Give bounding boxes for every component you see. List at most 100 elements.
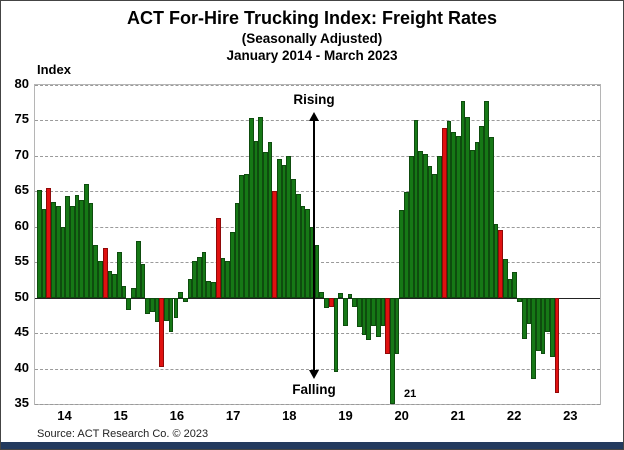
bar-2021-08 bbox=[465, 116, 471, 298]
gridline-60 bbox=[35, 226, 600, 228]
gridline-65 bbox=[35, 191, 600, 193]
bar-2017-04 bbox=[220, 257, 226, 298]
bar-2014-05 bbox=[55, 205, 61, 298]
bar-2022-06 bbox=[512, 272, 518, 298]
bar-2016-12 bbox=[201, 252, 207, 298]
bar-2014-11 bbox=[84, 184, 89, 298]
bar-2019-04 bbox=[333, 297, 339, 373]
x-tick-18: 18 bbox=[282, 408, 297, 423]
bar-2016-07 bbox=[178, 291, 183, 298]
bar-2019-08 bbox=[352, 297, 358, 307]
bar-2015-11 bbox=[140, 264, 146, 298]
bar-2019-11 bbox=[366, 297, 372, 341]
bar-2015-10 bbox=[135, 240, 141, 298]
source-credit: Source: ACT Research Co. © 2023 bbox=[37, 428, 209, 440]
bar-2017-12 bbox=[258, 116, 263, 298]
bar-2020-10 bbox=[418, 150, 423, 298]
bar-2022-04 bbox=[502, 258, 508, 298]
bar-2018-05 bbox=[281, 165, 287, 298]
bar-2022-09 bbox=[526, 297, 532, 324]
bar-2017-03 bbox=[215, 217, 221, 298]
bar-2020-12 bbox=[427, 165, 433, 298]
bar-2016-11 bbox=[197, 256, 202, 298]
bar-2020-04 bbox=[390, 297, 395, 404]
bar-2014-04 bbox=[51, 201, 56, 298]
arrow-down-icon bbox=[309, 370, 319, 379]
bar-2016-02 bbox=[154, 297, 160, 323]
y-tick-60: 60 bbox=[14, 217, 29, 233]
bar-2018-12 bbox=[314, 244, 320, 298]
bar-2021-10 bbox=[474, 142, 480, 298]
bar-2016-10 bbox=[192, 260, 198, 298]
bar-2020-08 bbox=[408, 155, 414, 298]
bar-2018-08 bbox=[295, 194, 301, 298]
x-tick-16: 16 bbox=[169, 408, 185, 423]
x-tick-14: 14 bbox=[57, 408, 72, 423]
bar-2015-08 bbox=[126, 297, 132, 310]
bar-2015-02 bbox=[98, 260, 103, 298]
bar-2018-09 bbox=[300, 205, 306, 298]
bar-2021-05 bbox=[451, 131, 456, 298]
bar-2021-12 bbox=[484, 100, 489, 298]
bar-2018-07 bbox=[291, 178, 296, 298]
bar-2021-07 bbox=[460, 101, 466, 298]
y-tick-70: 70 bbox=[14, 146, 29, 162]
bar-2020-05 bbox=[394, 297, 400, 354]
bar-2022-01 bbox=[488, 137, 494, 298]
footer-accent-bar bbox=[1, 442, 623, 449]
x-tick-21: 21 bbox=[450, 408, 466, 423]
bar-2017-01 bbox=[206, 280, 212, 298]
bar-2015-03 bbox=[102, 248, 108, 298]
plot-area bbox=[34, 84, 601, 405]
bar-2022-11 bbox=[535, 297, 541, 351]
falling-label: Falling bbox=[292, 382, 336, 397]
x-tick-15: 15 bbox=[113, 408, 128, 423]
bar-2019-05 bbox=[338, 292, 343, 298]
chart-title: ACT For-Hire Trucking Index: Freight Rat… bbox=[126, 8, 498, 28]
y-tick-45: 45 bbox=[14, 324, 29, 340]
y-tick-75: 75 bbox=[14, 111, 29, 127]
bar-2019-12 bbox=[371, 297, 376, 326]
bar-2017-10 bbox=[248, 118, 254, 298]
bar-2018-06 bbox=[286, 155, 292, 298]
bar-2020-02 bbox=[380, 297, 386, 326]
bar-2016-01 bbox=[149, 297, 155, 312]
bar-2019-03 bbox=[328, 297, 334, 307]
bar-2014-03 bbox=[46, 187, 52, 298]
chart-subtitle: (Seasonally Adjusted) bbox=[241, 31, 383, 46]
bar-2021-04 bbox=[446, 121, 452, 298]
bar-2023-01 bbox=[545, 297, 551, 333]
bar-2018-01 bbox=[262, 152, 268, 298]
bar-2023-03 bbox=[554, 297, 560, 393]
bar-2020-09 bbox=[413, 120, 419, 298]
bar-2015-09 bbox=[131, 287, 136, 298]
x-tick-22: 22 bbox=[506, 408, 522, 423]
gridline-40 bbox=[35, 368, 600, 370]
bar-2016-09 bbox=[187, 279, 193, 298]
y-tick-65: 65 bbox=[14, 182, 29, 198]
x-tick-20: 20 bbox=[394, 408, 409, 423]
bar-2022-10 bbox=[531, 297, 536, 380]
x-tick-23: 23 bbox=[563, 408, 578, 423]
gridline-45 bbox=[35, 333, 600, 335]
bar-2016-05 bbox=[168, 297, 174, 333]
clipped-bar-value-label: 21 bbox=[404, 388, 417, 400]
bar-2014-10 bbox=[79, 199, 85, 298]
bar-2022-05 bbox=[507, 278, 513, 298]
bar-2019-09 bbox=[357, 297, 362, 327]
bar-2015-07 bbox=[121, 285, 127, 298]
y-tick-40: 40 bbox=[14, 359, 29, 375]
gridline-70 bbox=[35, 155, 600, 157]
bar-2017-02 bbox=[211, 282, 216, 298]
bar-2018-10 bbox=[305, 209, 310, 298]
bar-2022-12 bbox=[540, 297, 546, 355]
y-tick-80: 80 bbox=[14, 76, 29, 91]
gridline-80 bbox=[35, 85, 600, 86]
bar-2017-08 bbox=[239, 175, 245, 298]
rising-label: Rising bbox=[293, 92, 335, 107]
bar-2020-11 bbox=[422, 154, 428, 298]
bar-2017-09 bbox=[244, 173, 249, 298]
bar-2019-06 bbox=[342, 297, 348, 326]
bar-2016-03 bbox=[159, 297, 165, 368]
